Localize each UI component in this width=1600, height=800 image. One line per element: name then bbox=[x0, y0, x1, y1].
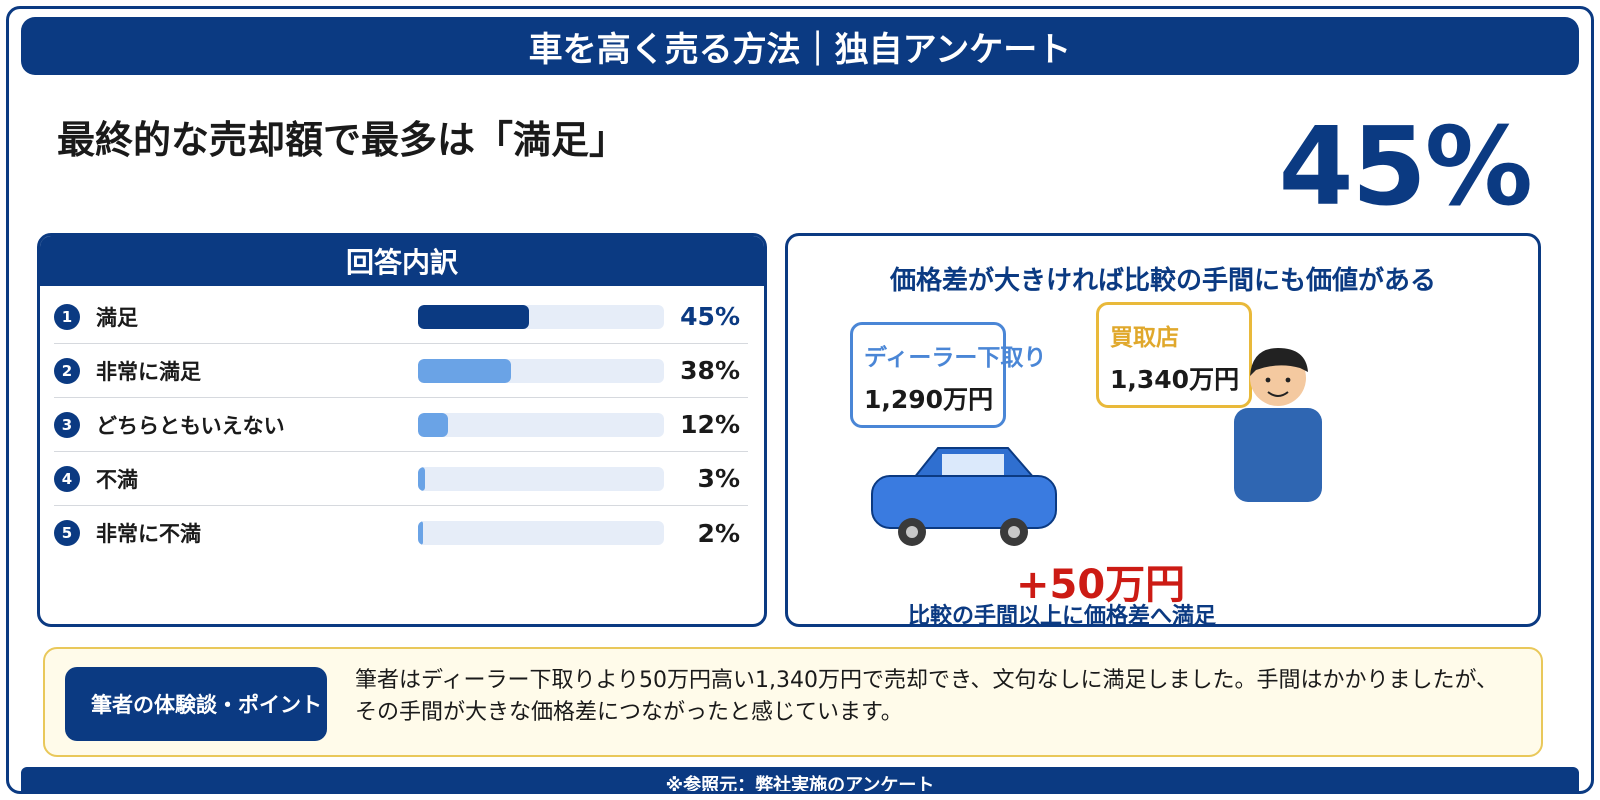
bar-fill bbox=[418, 466, 426, 491]
shop-price: 1,340万円 bbox=[1110, 365, 1240, 394]
breakdown-list: 1 満足 45% 2 非常に満足 38% 3 どちらともいえない 12% 4 不… bbox=[40, 286, 764, 560]
comparison-panel: 価格差が大きければ比較の手間にも価値がある ディーラー下取り 1,290万円 買… bbox=[785, 233, 1541, 627]
person-icon bbox=[1234, 348, 1322, 502]
row-percent: 3% bbox=[697, 464, 740, 493]
row-percent: 2% bbox=[697, 518, 740, 548]
dealer-price-box bbox=[850, 322, 1006, 428]
note-text: 筆者はディーラー下取りより50万円高い1,340万円で売却でき、文句なしに満足し… bbox=[355, 668, 1499, 725]
row-percent: 38% bbox=[680, 356, 740, 385]
dealer-price: 1,290万円 bbox=[864, 385, 994, 414]
header-title: 車を高く売る方法｜独自アンケート bbox=[528, 29, 1072, 70]
breakdown-row: 1 満足 45% bbox=[54, 290, 748, 344]
header-bar: 車を高く売る方法｜独自アンケート bbox=[21, 17, 1579, 75]
headline: 最終的な売却額で最多は「満足」 bbox=[57, 118, 628, 162]
row-number: 3 bbox=[54, 411, 80, 438]
row-label: どちらともいえない bbox=[96, 413, 285, 438]
bar-track bbox=[418, 412, 664, 437]
row-number: 1 bbox=[54, 303, 80, 330]
bar-track bbox=[418, 466, 664, 491]
infographic-frame: 車を高く売る方法｜独自アンケート 最終的な売却額で最多は「満足」 45% 回答内… bbox=[6, 6, 1594, 794]
price-difference: +50万円 bbox=[1016, 562, 1186, 608]
row-label: 満足 bbox=[96, 305, 138, 330]
breakdown-row: 2 非常に満足 38% bbox=[54, 344, 748, 398]
row-percent: 45% bbox=[680, 302, 740, 331]
highlight-percent: 45% bbox=[1278, 105, 1533, 230]
author-note: 筆者の体験談・ポイント 筆者はディーラー下取りより50万円高い1,340万円で売… bbox=[43, 647, 1543, 757]
breakdown-row: 3 どちらともいえない 12% bbox=[54, 398, 748, 452]
shop-price-box bbox=[1096, 302, 1252, 408]
shop-label: 買取店 bbox=[1110, 325, 1179, 351]
row-percent: 12% bbox=[680, 410, 740, 439]
bar-track bbox=[418, 358, 664, 383]
breakdown-row: 5 非常に不満 2% bbox=[54, 506, 748, 560]
bar-fill bbox=[418, 358, 512, 383]
breakdown-panel: 回答内訳 1 満足 45% 2 非常に満足 38% 3 どちらともいえない 12… bbox=[37, 233, 767, 627]
comparison-title: 価格差が大きければ比較の手間にも価値がある bbox=[889, 266, 1436, 296]
note-badge: 筆者の体験談・ポイント bbox=[65, 667, 327, 741]
bar-fill bbox=[418, 521, 423, 545]
row-label: 非常に満足 bbox=[96, 359, 201, 384]
breakdown-row: 4 不満 3% bbox=[54, 452, 748, 506]
breakdown-title: 回答内訳 bbox=[40, 236, 764, 286]
car-icon bbox=[871, 447, 1057, 546]
bar-fill bbox=[418, 304, 529, 329]
dealer-label: ディーラー下取り bbox=[864, 345, 1047, 371]
bar-fill bbox=[418, 412, 448, 437]
row-number: 2 bbox=[54, 357, 80, 384]
source-text: ※参照元：弊社実施のアンケート bbox=[665, 775, 935, 794]
row-number: 4 bbox=[54, 465, 80, 492]
comparison-footer: 比較の手間以上に価格差へ満足 bbox=[908, 604, 1217, 627]
bar-track bbox=[418, 521, 664, 545]
footer-bar: ※参照元：弊社実施のアンケート bbox=[21, 767, 1579, 794]
row-number: 5 bbox=[54, 520, 80, 546]
row-label: 非常に不満 bbox=[96, 522, 201, 546]
bar-track bbox=[418, 304, 664, 329]
row-label: 不満 bbox=[96, 467, 138, 492]
